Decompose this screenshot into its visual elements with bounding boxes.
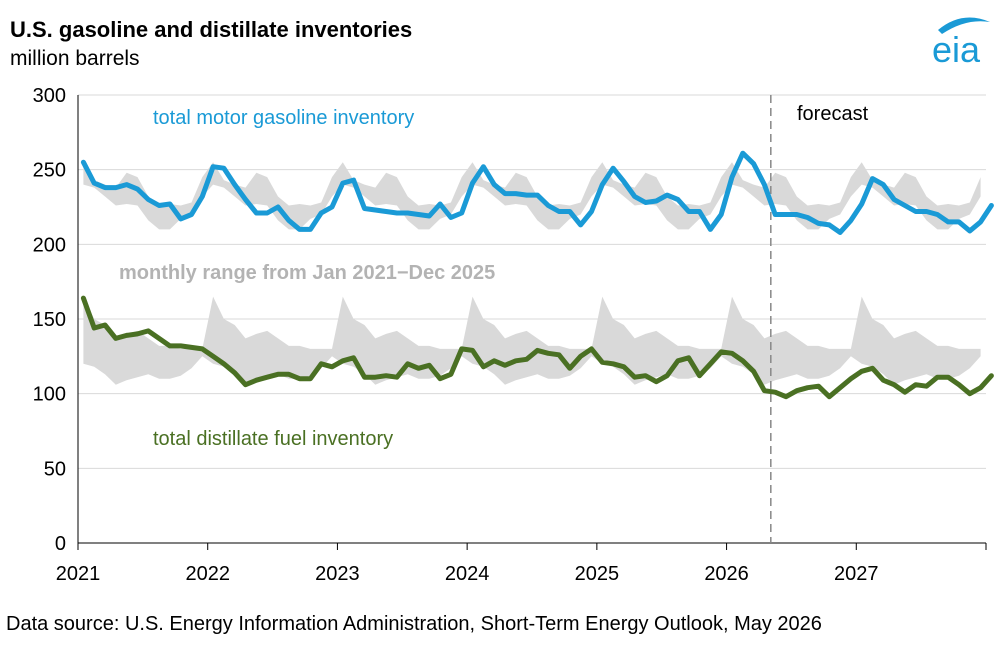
axes [77, 95, 987, 550]
y-tick-label-100: 100 [33, 384, 66, 406]
series-lines [80, 150, 994, 400]
y-tick-label-0: 0 [55, 533, 66, 555]
x-tick-label-2024: 2024 [445, 563, 490, 585]
gasoline-line [80, 150, 994, 235]
x-tick-label-2027: 2027 [834, 563, 879, 585]
x-tick-label-2026: 2026 [704, 563, 749, 585]
range-label: monthly range from Jan 2021−Dec 2025 [119, 262, 495, 284]
eia-logo-text: eia [932, 29, 981, 70]
y-tick-label-200: 200 [33, 234, 66, 256]
chart-subtitle: million barrels [10, 47, 140, 70]
gasoline-series-label: total motor gasoline inventory [153, 107, 414, 129]
y-tick-label-300: 300 [33, 85, 66, 107]
x-tick-label-2023: 2023 [315, 563, 360, 585]
x-tick-label-2021: 2021 [56, 563, 101, 585]
x-tick-label-2022: 2022 [185, 563, 230, 585]
distillate-series-label: total distillate fuel inventory [153, 428, 393, 450]
grid-lines [78, 94, 986, 469]
y-tick-label-250: 250 [33, 160, 66, 182]
distillate-line [80, 295, 994, 400]
eia-logo-icon: eia [932, 17, 990, 70]
eia-logo-swoosh [938, 17, 990, 34]
chart-title: U.S. gasoline and distillate inventories [10, 17, 413, 42]
data-source-note: Data source: U.S. Energy Information Adm… [6, 613, 822, 635]
y-tick-label-150: 150 [33, 309, 66, 331]
forecast-label: forecast [797, 103, 869, 125]
x-tick-label-2025: 2025 [575, 563, 620, 585]
eia-logo: eia [928, 8, 998, 70]
distillate-range-band [83, 296, 981, 385]
x-tick-labels: 2021 2022 2023 2024 2025 2026 2027 [56, 563, 879, 585]
y-tick-label-50: 50 [44, 458, 66, 480]
y-tick-labels: 0 50 100 150 200 250 300 [33, 85, 66, 555]
